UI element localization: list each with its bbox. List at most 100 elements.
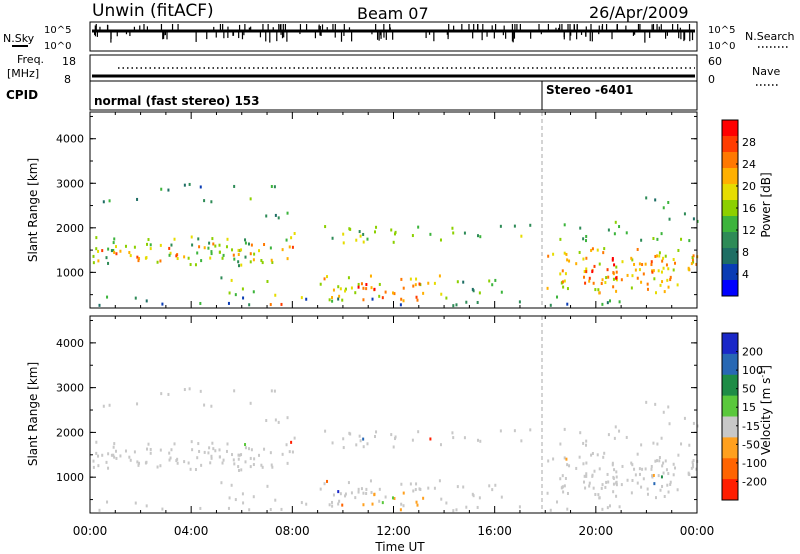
power-cell [597, 288, 600, 292]
power-cell [244, 255, 247, 259]
power-cell [660, 232, 663, 236]
power-cell [672, 268, 675, 272]
velocity-cell [692, 459, 695, 463]
velocity-cell [605, 480, 608, 484]
power-cell [677, 248, 680, 252]
velocity-cell [332, 493, 335, 497]
velocity-cell [593, 469, 596, 473]
power-cell [168, 246, 171, 250]
velocity-cell [273, 389, 276, 393]
velocity-cell [136, 402, 139, 406]
power-cell [92, 254, 95, 258]
velocity-cell [270, 463, 273, 467]
power-cell [324, 225, 327, 229]
power-cell [274, 293, 277, 297]
colorbar-tick-label: 24 [742, 158, 756, 171]
power-cell [381, 296, 384, 300]
power-cell [563, 223, 566, 227]
power-cell [115, 252, 118, 256]
power-cell [414, 283, 417, 287]
velocity-cell [672, 462, 675, 466]
velocity-cell [247, 447, 250, 451]
power-cell [634, 268, 637, 272]
power-cell [691, 255, 694, 259]
power-cell [615, 276, 618, 280]
power-cell [265, 214, 268, 218]
power-cell [112, 241, 115, 245]
velocity-data [92, 387, 699, 513]
nsky-tick-bottom: 10^0 [44, 41, 71, 52]
velocity-cell [613, 436, 616, 440]
velocity-cell [392, 445, 395, 449]
power-cell [546, 286, 549, 290]
velocity-cell [344, 494, 347, 498]
power-cell [613, 232, 616, 236]
power-cell [394, 230, 397, 234]
velocity-cell [518, 505, 521, 509]
velocity-cell [248, 508, 251, 512]
velocity-cell [672, 473, 675, 477]
power-cell [611, 257, 614, 261]
velocity-cell [394, 435, 397, 439]
velocity-cell [226, 442, 229, 446]
power-cell [102, 200, 105, 204]
colorbar-tick-label: 200 [742, 346, 763, 359]
velocity-cell [445, 501, 448, 505]
velocity-cell [285, 443, 288, 447]
power-cell [92, 261, 95, 265]
power-cell [285, 238, 288, 242]
velocity-cell [618, 429, 621, 433]
velocity-cell [602, 455, 605, 459]
velocity-cell [291, 450, 294, 454]
velocity-cell [662, 410, 665, 414]
velocity-cell [612, 475, 615, 479]
velocity-cell [237, 453, 240, 457]
velocity-cell [579, 431, 582, 435]
power-cell [159, 259, 162, 263]
velocity-cell [631, 478, 634, 482]
velocity-cell [546, 491, 549, 495]
velocity-cell [500, 495, 503, 499]
y-tick-label: 4000 [56, 133, 84, 146]
power-cell [638, 268, 641, 272]
velocity-cell [242, 501, 245, 505]
velocity-cell [341, 503, 344, 507]
power-cell [664, 254, 667, 258]
power-cell [667, 200, 670, 204]
power-cell [119, 249, 122, 253]
power-cell [274, 213, 277, 217]
velocity-cell [692, 421, 695, 425]
velocity-cell [612, 490, 615, 494]
velocity-cell [280, 507, 283, 511]
velocity-cell [378, 499, 381, 503]
velocity-cell [187, 461, 190, 465]
velocity-cell [626, 478, 629, 482]
colorbar-swatch [722, 333, 738, 355]
velocity-cell [429, 437, 432, 441]
velocity-cell [588, 481, 591, 485]
x-tick-label: 16:00 [477, 524, 512, 538]
velocity-cell [197, 442, 200, 446]
power-cell [188, 182, 191, 186]
nave-label: Nave [752, 65, 780, 78]
velocity-cell [646, 492, 649, 496]
power-cell [578, 250, 581, 254]
velocity-cell [409, 482, 412, 486]
velocity-cell [582, 462, 585, 466]
velocity-cell [563, 484, 566, 488]
velocity-cell [198, 449, 201, 453]
power-cell [98, 303, 101, 307]
x-tick-label: 04:00 [174, 524, 209, 538]
power-cell [416, 298, 419, 302]
velocity-cell [244, 443, 247, 447]
velocity-cell [209, 461, 212, 465]
power-cell [583, 275, 586, 279]
power-cell [601, 278, 604, 282]
power-cell [561, 269, 564, 273]
velocity-cell [563, 427, 566, 431]
power-cell [169, 251, 172, 255]
nsearch-tick-bottom: 10^0 [708, 41, 735, 52]
power-cell [566, 258, 569, 262]
velocity-cell [618, 505, 621, 509]
power-cell [244, 238, 247, 242]
